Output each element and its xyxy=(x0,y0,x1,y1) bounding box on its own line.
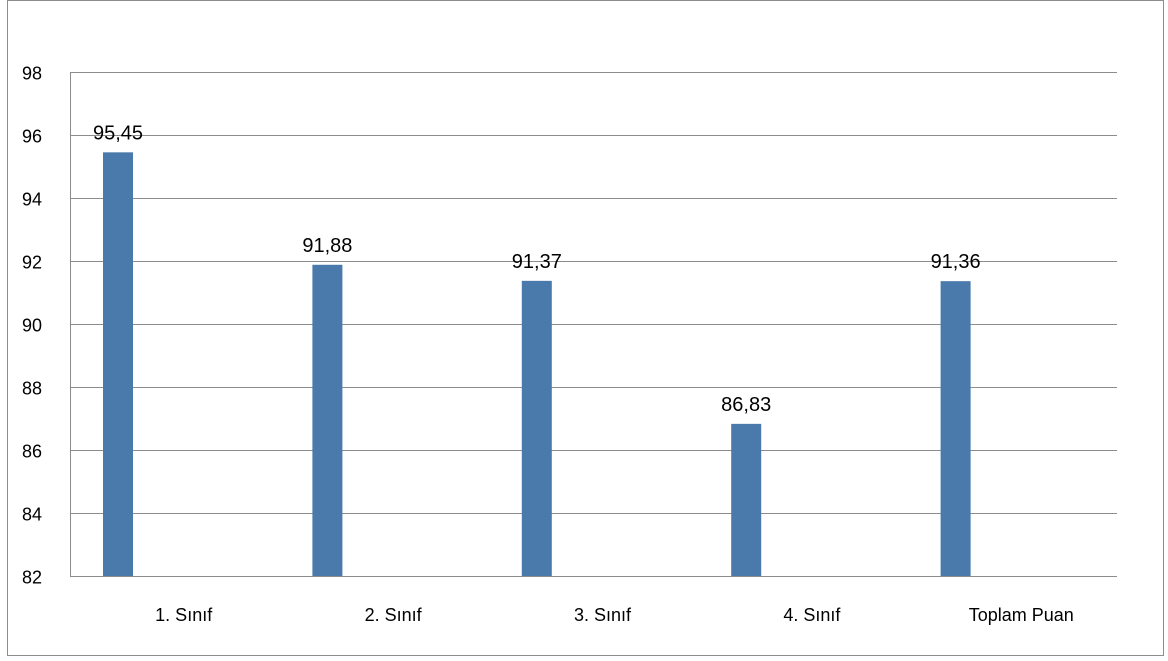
y-tick-label: 96 xyxy=(22,127,42,147)
data-label: 91,37 xyxy=(512,251,562,273)
y-tick-label: 88 xyxy=(22,379,42,399)
data-label: 91,88 xyxy=(302,235,352,257)
bar xyxy=(731,423,762,576)
x-tick-label: Toplam Puan xyxy=(969,605,1074,625)
data-label: 91,36 xyxy=(931,251,981,273)
y-tick-label: 92 xyxy=(22,253,42,273)
bar xyxy=(103,152,133,576)
y-tick-label: 86 xyxy=(22,442,42,462)
y-tick-label: 82 xyxy=(22,568,42,588)
bar xyxy=(312,264,343,576)
data-label: 95,45 xyxy=(93,122,143,144)
axes xyxy=(70,72,1117,577)
x-tick-label: 1. Sınıf xyxy=(155,605,213,625)
y-tick-label: 98 xyxy=(22,64,42,84)
bars xyxy=(103,152,971,576)
chart-frame xyxy=(7,0,1164,656)
x-tick-label: 4. Sınıf xyxy=(783,605,841,625)
bar xyxy=(940,281,971,576)
labels: 82 84 86 88 90 92 94 96 98 95,45 1. Sınıf 91,88 2. S… xyxy=(22,64,1074,626)
y-tick-label: 90 xyxy=(22,316,42,336)
data-label: 86,83 xyxy=(721,394,771,416)
x-tick-label: 2. Sınıf xyxy=(365,605,423,625)
x-tick-label: 3. Sınıf xyxy=(574,605,632,625)
y-tick-label: 94 xyxy=(22,190,42,210)
bar xyxy=(521,280,552,576)
y-tick-label: 84 xyxy=(22,505,42,525)
